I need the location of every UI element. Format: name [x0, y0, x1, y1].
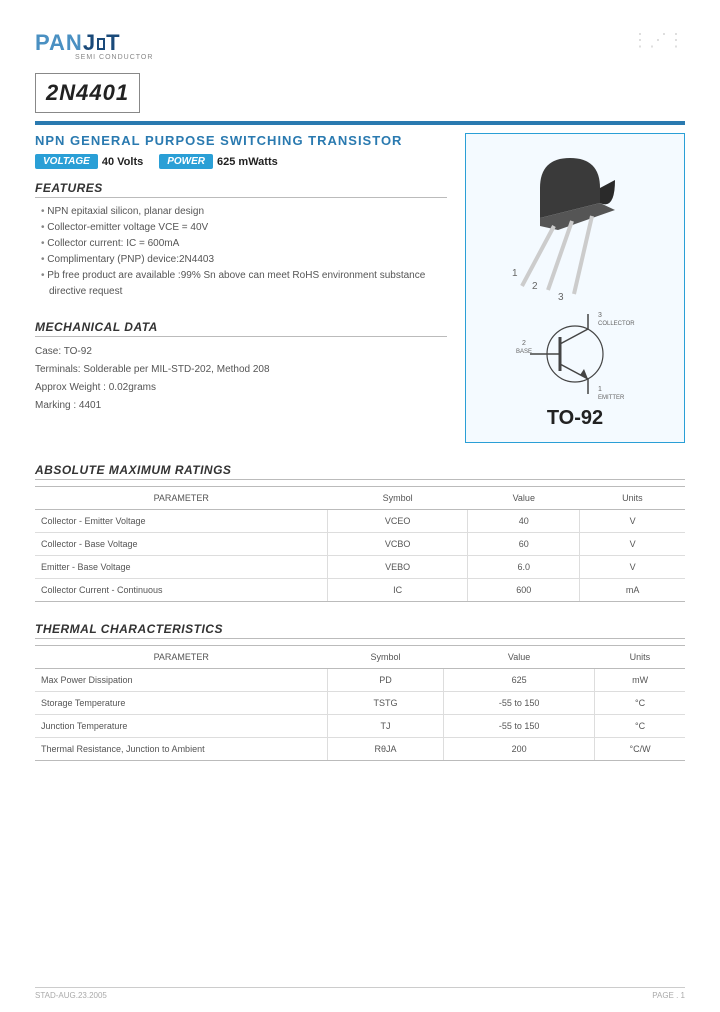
table-cell: V — [580, 556, 685, 579]
table-cell: °C/W — [595, 738, 685, 761]
table-row: Thermal Resistance, Junction to AmbientR… — [35, 738, 685, 761]
mechanical-data: Case: TO-92 Terminals: Solderable per MI… — [35, 343, 447, 415]
to92-drawing: 1 2 3 — [480, 146, 670, 306]
thermal-table: PARAMETER Symbol Value Units Max Power D… — [35, 645, 685, 761]
table-cell: VCEO — [328, 510, 468, 533]
table-cell: TSTG — [328, 692, 444, 715]
table-cell: IC — [328, 579, 468, 602]
svg-text:BASE: BASE — [516, 349, 532, 355]
col-header: Units — [580, 487, 685, 510]
table-cell: Max Power Dissipation — [35, 669, 328, 692]
feature-item: Pb free product are available :99% Sn ab… — [43, 268, 447, 300]
voltage-badge: VOLTAGE — [35, 154, 98, 169]
table-cell: V — [580, 533, 685, 556]
table-cell: mW — [595, 669, 685, 692]
col-header: Units — [595, 646, 685, 669]
feature-item: Complimentary (PNP) device:2N4403 — [43, 252, 447, 268]
abs-max-heading: ABSOLUTE MAXIMUM RATINGS — [35, 463, 685, 480]
abs-max-table: PARAMETER Symbol Value Units Collector -… — [35, 486, 685, 602]
logo-subtitle: SEMI CONDUCTOR — [75, 54, 153, 61]
table-cell: TJ — [328, 715, 444, 738]
svg-text:1: 1 — [512, 268, 518, 279]
feature-item: NPN epitaxial silicon, planar design — [43, 204, 447, 220]
features-heading: FEATURES — [35, 181, 447, 198]
mech-line: Approx Weight : 0.02grams — [35, 379, 447, 397]
table-row: Max Power DissipationPD625mW — [35, 669, 685, 692]
table-cell: 200 — [444, 738, 595, 761]
table-cell: Collector - Emitter Voltage — [35, 510, 328, 533]
table-cell: mA — [580, 579, 685, 602]
features-list: NPN epitaxial silicon, planar design Col… — [35, 204, 447, 300]
table-cell: °C — [595, 692, 685, 715]
table-row: Collector - Emitter VoltageVCEO40V — [35, 510, 685, 533]
svg-text:3: 3 — [558, 292, 564, 303]
table-cell: 40 — [468, 510, 580, 533]
col-header: PARAMETER — [35, 487, 328, 510]
table-cell: -55 to 150 — [444, 692, 595, 715]
col-header: PARAMETER — [35, 646, 328, 669]
table-cell: VCBO — [328, 533, 468, 556]
logo: PANJT SEMI CONDUCTOR — [35, 30, 153, 61]
table-row: Storage TemperatureTSTG-55 to 150°C — [35, 692, 685, 715]
table-row: Emitter - Base VoltageVEBO6.0V — [35, 556, 685, 579]
header: PANJT SEMI CONDUCTOR ⋮⋰⋮ — [35, 30, 685, 61]
feature-item: Collector current: IC = 600mA — [43, 236, 447, 252]
package-label: TO-92 — [547, 407, 603, 430]
badge-row: VOLTAGE 40 Volts POWER 625 mWatts — [35, 154, 447, 169]
mech-line: Marking : 4401 — [35, 397, 447, 415]
table-cell: -55 to 150 — [444, 715, 595, 738]
col-header: Symbol — [328, 487, 468, 510]
footer-page: PAGE . 1 — [652, 991, 685, 1000]
svg-text:2: 2 — [532, 281, 538, 292]
table-cell: Junction Temperature — [35, 715, 328, 738]
table-cell: Collector - Base Voltage — [35, 533, 328, 556]
table-cell: Thermal Resistance, Junction to Ambient — [35, 738, 328, 761]
table-cell: 60 — [468, 533, 580, 556]
power-value: 625 mWatts — [217, 156, 278, 168]
table-cell: V — [580, 510, 685, 533]
col-header: Symbol — [328, 646, 444, 669]
table-cell: °C — [595, 715, 685, 738]
table-cell: RθJA — [328, 738, 444, 761]
logo-jit: JT — [83, 30, 121, 55]
table-cell: 625 — [444, 669, 595, 692]
voltage-value: 40 Volts — [102, 156, 143, 168]
table-cell: Emitter - Base Voltage — [35, 556, 328, 579]
decorative-dots: ⋮⋰⋮ — [631, 30, 685, 51]
svg-text:2: 2 — [522, 340, 526, 347]
mechanical-heading: MECHANICAL DATA — [35, 320, 447, 337]
table-cell: Collector Current - Continuous — [35, 579, 328, 602]
table-cell: PD — [328, 669, 444, 692]
col-header: Value — [468, 487, 580, 510]
table-row: Collector Current - ContinuousIC600mA — [35, 579, 685, 602]
svg-text:1: 1 — [598, 386, 602, 393]
svg-text:EMITTER: EMITTER — [598, 395, 625, 401]
thermal-heading: THERMAL CHARACTERISTICS — [35, 622, 685, 639]
part-number: 2N4401 — [46, 80, 129, 106]
package-diagram: 1 2 3 3 COLLECTOR — [465, 133, 685, 443]
logo-pan: PAN — [35, 30, 83, 55]
table-row: Collector - Base VoltageVCBO60V — [35, 533, 685, 556]
svg-text:COLLECTOR: COLLECTOR — [598, 321, 635, 327]
feature-item: Collector-emitter voltage VCE = 40V — [43, 220, 447, 236]
schematic-symbol: 3 COLLECTOR 2 BASE 1 EMITTER — [480, 309, 670, 404]
table-row: Junction TemperatureTJ-55 to 150°C — [35, 715, 685, 738]
table-cell: 600 — [468, 579, 580, 602]
table-cell: 6.0 — [468, 556, 580, 579]
mech-line: Terminals: Solderable per MIL-STD-202, M… — [35, 361, 447, 379]
table-cell: VEBO — [328, 556, 468, 579]
mech-line: Case: TO-92 — [35, 343, 447, 361]
svg-text:3: 3 — [598, 312, 602, 319]
page-subtitle: NPN GENERAL PURPOSE SWITCHING TRANSISTOR — [35, 133, 447, 148]
table-cell: Storage Temperature — [35, 692, 328, 715]
footer: STAD-AUG.23.2005 PAGE . 1 — [35, 987, 685, 1000]
footer-date: STAD-AUG.23.2005 — [35, 991, 107, 1000]
col-header: Value — [444, 646, 595, 669]
part-number-box: 2N4401 — [35, 73, 140, 113]
power-badge: POWER — [159, 154, 213, 169]
